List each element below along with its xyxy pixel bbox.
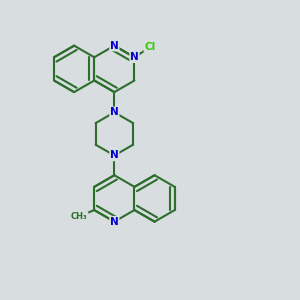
Text: N: N — [110, 217, 119, 227]
Text: N: N — [110, 107, 119, 117]
Text: Cl: Cl — [144, 42, 156, 52]
Text: N: N — [110, 151, 119, 160]
Text: CH₃: CH₃ — [71, 212, 88, 221]
Text: N: N — [130, 52, 139, 62]
Text: N: N — [110, 41, 119, 51]
